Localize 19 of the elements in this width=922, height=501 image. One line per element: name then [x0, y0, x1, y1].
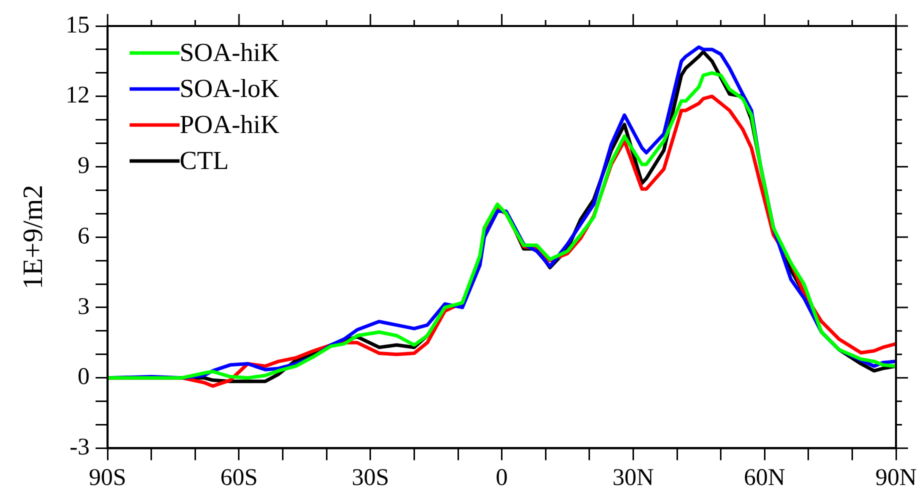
legend-label: SOA-loK [180, 74, 280, 103]
y-tick-label: 0 [78, 364, 90, 390]
y-tick-label: 15 [66, 12, 90, 38]
x-tick-label: 60S [220, 464, 258, 491]
y-tick-label: 12 [66, 82, 90, 109]
y-tick-label: 6 [78, 223, 90, 250]
legend-label: POA-hiK [180, 110, 280, 139]
legend-label: SOA-hiK [180, 38, 280, 67]
y-tick-label: 3 [78, 294, 90, 320]
y-tick-label: 9 [78, 153, 90, 180]
x-tick-label: 90N [875, 464, 917, 491]
y-tick-label: -3 [70, 434, 90, 460]
x-tick-label: 90S [88, 464, 126, 491]
legend-label: CTL [180, 146, 229, 175]
x-tick-label: 30N [612, 464, 654, 491]
x-tick-label: 0 [496, 464, 508, 491]
x-tick-label: 60N [744, 464, 786, 491]
y-axis-title: 1E+9/m2 [18, 184, 50, 290]
x-tick-label: 30S [352, 464, 390, 491]
